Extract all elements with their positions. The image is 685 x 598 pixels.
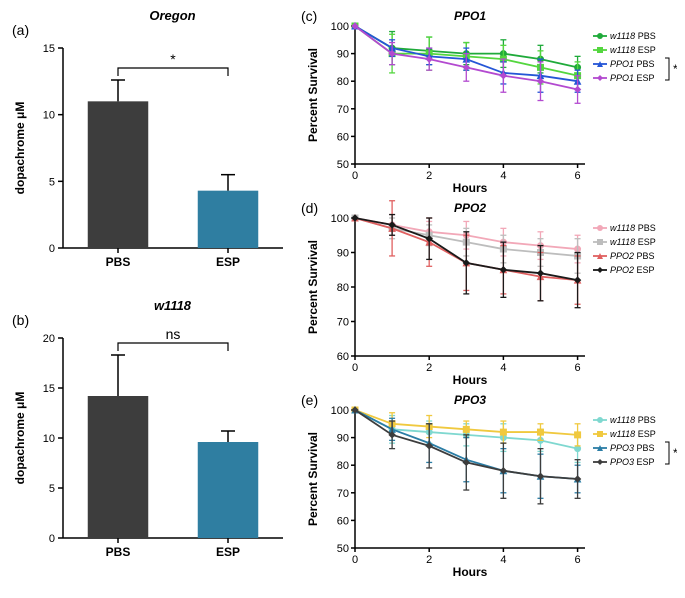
panel-a-chart: 0 5 10 15 dopachrome μM PBS ESP * (8, 18, 298, 278)
svg-text:Percent Survival: Percent Survival (306, 240, 320, 334)
svg-text:5: 5 (49, 483, 55, 495)
svg-text:100: 100 (331, 213, 349, 225)
panel-c: (c) PPO1 50 60 70 80 90 100 0 2 4 6 Percent Surviva… (297, 8, 677, 194)
svg-text:PPO3: PPO3 (454, 393, 486, 407)
panel-d-chart: PPO2 60 70 80 90 100 0 2 4 6 Percent Survival Hours… (297, 200, 677, 386)
svg-text:60: 60 (337, 515, 349, 527)
svg-text:6: 6 (575, 362, 581, 374)
svg-text:PPO1 PBS: PPO1 PBS (610, 59, 655, 69)
svg-text:100: 100 (331, 405, 349, 417)
svg-text:0: 0 (49, 533, 55, 545)
svg-text:dopachrome μM: dopachrome μM (13, 392, 27, 485)
svg-text:w1118 ESP: w1118 ESP (610, 45, 656, 55)
svg-text:PPO2 ESP: PPO2 ESP (610, 265, 655, 275)
svg-text:70: 70 (337, 104, 349, 116)
panel-b: (b) w1118 05101520dopachrome μMPBSESPns (8, 298, 297, 568)
svg-text:70: 70 (337, 488, 349, 500)
svg-text:PBS: PBS (106, 255, 131, 269)
panel-e-chart: PPO3 50 60 70 80 90 100 0 2 4 6 Percent Survival Hou… (297, 392, 677, 578)
svg-text:2: 2 (426, 170, 432, 182)
svg-text:Percent Survival: Percent Survival (306, 432, 320, 526)
svg-text:PPO3 PBS: PPO3 PBS (610, 443, 655, 453)
svg-text:w1118 PBS: w1118 PBS (610, 415, 656, 425)
svg-text:w1118 ESP: w1118 ESP (610, 237, 656, 247)
svg-text:80: 80 (337, 76, 349, 88)
svg-text:10: 10 (43, 433, 55, 445)
panel-e-label: (e) (301, 392, 318, 408)
svg-text:0: 0 (352, 170, 358, 182)
svg-text:70: 70 (337, 317, 349, 329)
panel-d-label: (d) (301, 200, 318, 216)
svg-text:10: 10 (43, 110, 55, 122)
svg-text:PBS: PBS (106, 545, 131, 559)
svg-text:ns: ns (166, 326, 181, 342)
panel-e: (e) PPO3 50 60 70 80 90 100 0 2 4 6 Percent Surviva… (297, 392, 677, 578)
svg-text:80: 80 (337, 282, 349, 294)
svg-text:Hours: Hours (453, 565, 488, 578)
svg-text:PPO2 PBS: PPO2 PBS (610, 251, 655, 261)
svg-text:PPO3 ESP: PPO3 ESP (610, 457, 655, 467)
svg-text:5: 5 (49, 176, 55, 188)
svg-text:90: 90 (337, 433, 349, 445)
svg-text:0: 0 (352, 554, 358, 566)
svg-text:4: 4 (500, 170, 506, 182)
svg-text:ESP: ESP (216, 545, 240, 559)
svg-text:w1118 PBS: w1118 PBS (610, 223, 656, 233)
svg-text:0: 0 (352, 362, 358, 374)
panel-b-chart: 0 5 10 15 20 dopachrome μM PBS ESP ns (8, 308, 298, 568)
svg-text:2: 2 (426, 362, 432, 374)
svg-text:15: 15 (43, 43, 55, 55)
svg-text:90: 90 (337, 248, 349, 260)
panel-a: (a) Oregon 051015dopachrome μMPBSESP* (8, 8, 297, 278)
svg-text:*: * (170, 51, 176, 67)
svg-text:15: 15 (43, 383, 55, 395)
svg-text:50: 50 (337, 159, 349, 171)
svg-text:20: 20 (43, 333, 55, 345)
svg-text:4: 4 (500, 554, 506, 566)
svg-text:4: 4 (500, 362, 506, 374)
svg-text:2: 2 (426, 554, 432, 566)
svg-text:50: 50 (337, 543, 349, 555)
svg-text:w1118 ESP: w1118 ESP (610, 429, 656, 439)
svg-text:*: * (673, 446, 677, 460)
panel-c-label: (c) (301, 8, 317, 24)
svg-text:Percent Survival: Percent Survival (306, 48, 320, 142)
svg-text:90: 90 (337, 49, 349, 61)
svg-text:dopachrome μM: dopachrome μM (13, 102, 27, 195)
svg-text:Hours: Hours (453, 181, 488, 194)
svg-text:Hours: Hours (453, 373, 488, 386)
svg-text:80: 80 (337, 460, 349, 472)
svg-text:PPO1: PPO1 (454, 9, 486, 23)
svg-text:PPO1 ESP: PPO1 ESP (610, 73, 655, 83)
svg-text:0: 0 (49, 243, 55, 255)
panel-c-chart: PPO1 50 60 70 80 90 100 0 2 4 6 Percent Survival Hou… (297, 8, 677, 194)
svg-text:w1118 PBS: w1118 PBS (610, 31, 656, 41)
svg-text:PPO2: PPO2 (454, 201, 486, 215)
panel-d: (d) PPO2 60 70 80 90 100 0 2 4 6 Percent Survival H… (297, 200, 677, 386)
svg-text:ESP: ESP (216, 255, 240, 269)
svg-text:6: 6 (575, 170, 581, 182)
svg-text:60: 60 (337, 131, 349, 143)
svg-text:6: 6 (575, 554, 581, 566)
svg-text:*: * (673, 62, 677, 76)
svg-text:100: 100 (331, 21, 349, 33)
svg-text:60: 60 (337, 351, 349, 363)
